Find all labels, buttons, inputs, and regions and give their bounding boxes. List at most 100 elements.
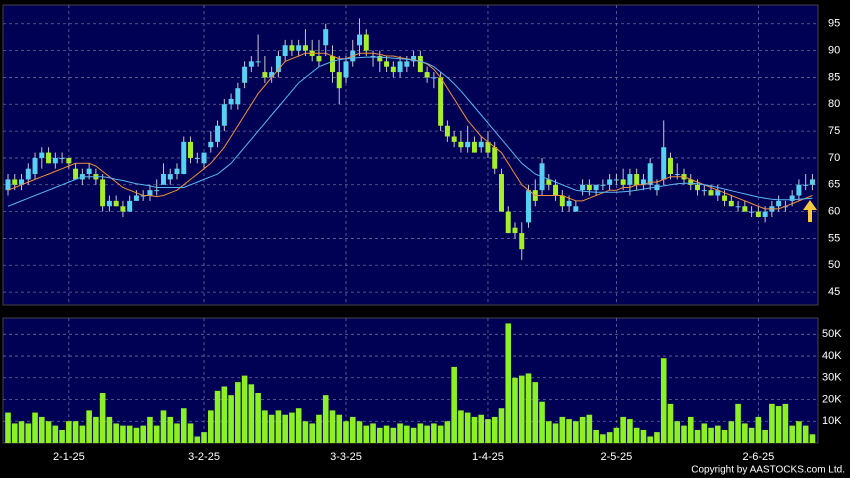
- y-tick-label: 45: [828, 286, 840, 298]
- volume-bar: [316, 414, 322, 443]
- volume-bar: [721, 429, 728, 443]
- volume-bar: [18, 421, 25, 443]
- candle-body: [154, 190, 160, 192]
- candle-body: [505, 211, 511, 234]
- candle-body: [181, 141, 187, 175]
- volume-tick-label: 20K: [822, 393, 842, 405]
- volume-bar: [586, 414, 593, 443]
- candle-body: [789, 195, 795, 201]
- candle-body: [377, 55, 383, 62]
- volume-bar: [498, 408, 505, 443]
- volume-bar: [106, 416, 113, 443]
- candle-body: [559, 195, 565, 207]
- volume-bar: [789, 425, 795, 443]
- candle-body: [438, 77, 444, 126]
- candle-body: [492, 147, 498, 169]
- candle-body: [465, 141, 471, 148]
- volume-bar: [728, 421, 735, 443]
- volume-bar: [701, 423, 708, 443]
- volume-bar: [66, 421, 72, 443]
- volume-bar: [309, 423, 315, 443]
- candle-body: [674, 174, 680, 176]
- x-tick-label: 3-2-25: [188, 451, 220, 463]
- candle-body: [749, 211, 755, 213]
- volume-bar: [613, 427, 620, 443]
- volume-bar: [525, 373, 532, 443]
- volume-bar: [235, 382, 241, 443]
- volume-bar: [796, 421, 802, 443]
- candle-body: [235, 88, 241, 105]
- volume-tick-label: 30K: [822, 372, 842, 384]
- candle-body: [451, 136, 457, 142]
- volume-bar: [620, 416, 626, 443]
- candle-body: [255, 61, 261, 63]
- candle-body: [323, 29, 329, 46]
- volume-bar: [5, 412, 11, 443]
- candle-body: [701, 190, 707, 192]
- volume-bar: [478, 414, 484, 443]
- volume-bar: [579, 416, 586, 443]
- volume-bar: [600, 434, 606, 443]
- plot-layer: 45 50 55 60 65 70 75 80 85 90 95 10K 20K 30K 40K 50K 2-1…: [3, 5, 842, 463]
- volume-bar: [356, 421, 363, 443]
- volume-bar: [295, 408, 302, 443]
- volume-bar: [458, 410, 464, 443]
- y-tick-label: 70: [828, 152, 840, 164]
- volume-bar: [167, 416, 174, 443]
- candle-body: [607, 179, 613, 185]
- candle-body: [573, 206, 579, 212]
- candle-body: [363, 34, 369, 51]
- volume-bar: [160, 410, 167, 443]
- volume-bar: [349, 416, 356, 443]
- volume-bar: [52, 425, 59, 443]
- candle-body: [715, 190, 721, 196]
- candle-body: [296, 45, 302, 51]
- candle-body: [127, 200, 133, 212]
- candle-body: [73, 168, 79, 180]
- volume-bar: [25, 423, 32, 443]
- volume-bar: [809, 434, 816, 443]
- candle-body: [654, 184, 660, 191]
- y-tick-label: 85: [828, 71, 840, 83]
- candle-body: [215, 125, 221, 142]
- volume-bar: [606, 432, 613, 443]
- volume-bar: [221, 386, 228, 443]
- volume-bar: [268, 414, 275, 443]
- candle-body: [269, 72, 275, 78]
- volume-bar: [518, 375, 525, 443]
- y-tick-label: 50: [828, 259, 840, 271]
- candle-body: [424, 72, 430, 78]
- volume-bar: [762, 429, 768, 443]
- candle-body: [728, 200, 734, 207]
- candle-body: [66, 157, 72, 164]
- candle-body: [796, 184, 802, 196]
- candle-body: [586, 184, 592, 191]
- candle-body: [242, 66, 248, 83]
- volume-bar: [546, 421, 552, 443]
- volume-bar: [174, 423, 180, 443]
- volume-bar: [289, 412, 295, 443]
- volume-bar: [424, 425, 430, 443]
- volume-bar: [735, 403, 741, 443]
- volume-bar: [748, 427, 755, 443]
- arrow-marker: [803, 200, 817, 222]
- y-tick-label: 60: [828, 206, 840, 218]
- volume-bar: [593, 429, 599, 443]
- volume-bar: [370, 423, 376, 443]
- candle-body: [167, 174, 173, 180]
- candle-body: [140, 195, 146, 197]
- volume-bar: [322, 395, 329, 443]
- candle-body: [722, 195, 728, 201]
- candle-body: [86, 168, 92, 175]
- candle-body: [735, 206, 741, 208]
- candle-body: [695, 184, 701, 191]
- volume-bar: [627, 419, 633, 443]
- volume-bar: [640, 429, 647, 443]
- candle-body: [411, 55, 417, 62]
- candle-body: [336, 72, 342, 89]
- candle-body: [397, 61, 403, 73]
- volume-bar: [687, 416, 694, 443]
- candle-body: [512, 227, 518, 234]
- candle-body: [147, 190, 153, 196]
